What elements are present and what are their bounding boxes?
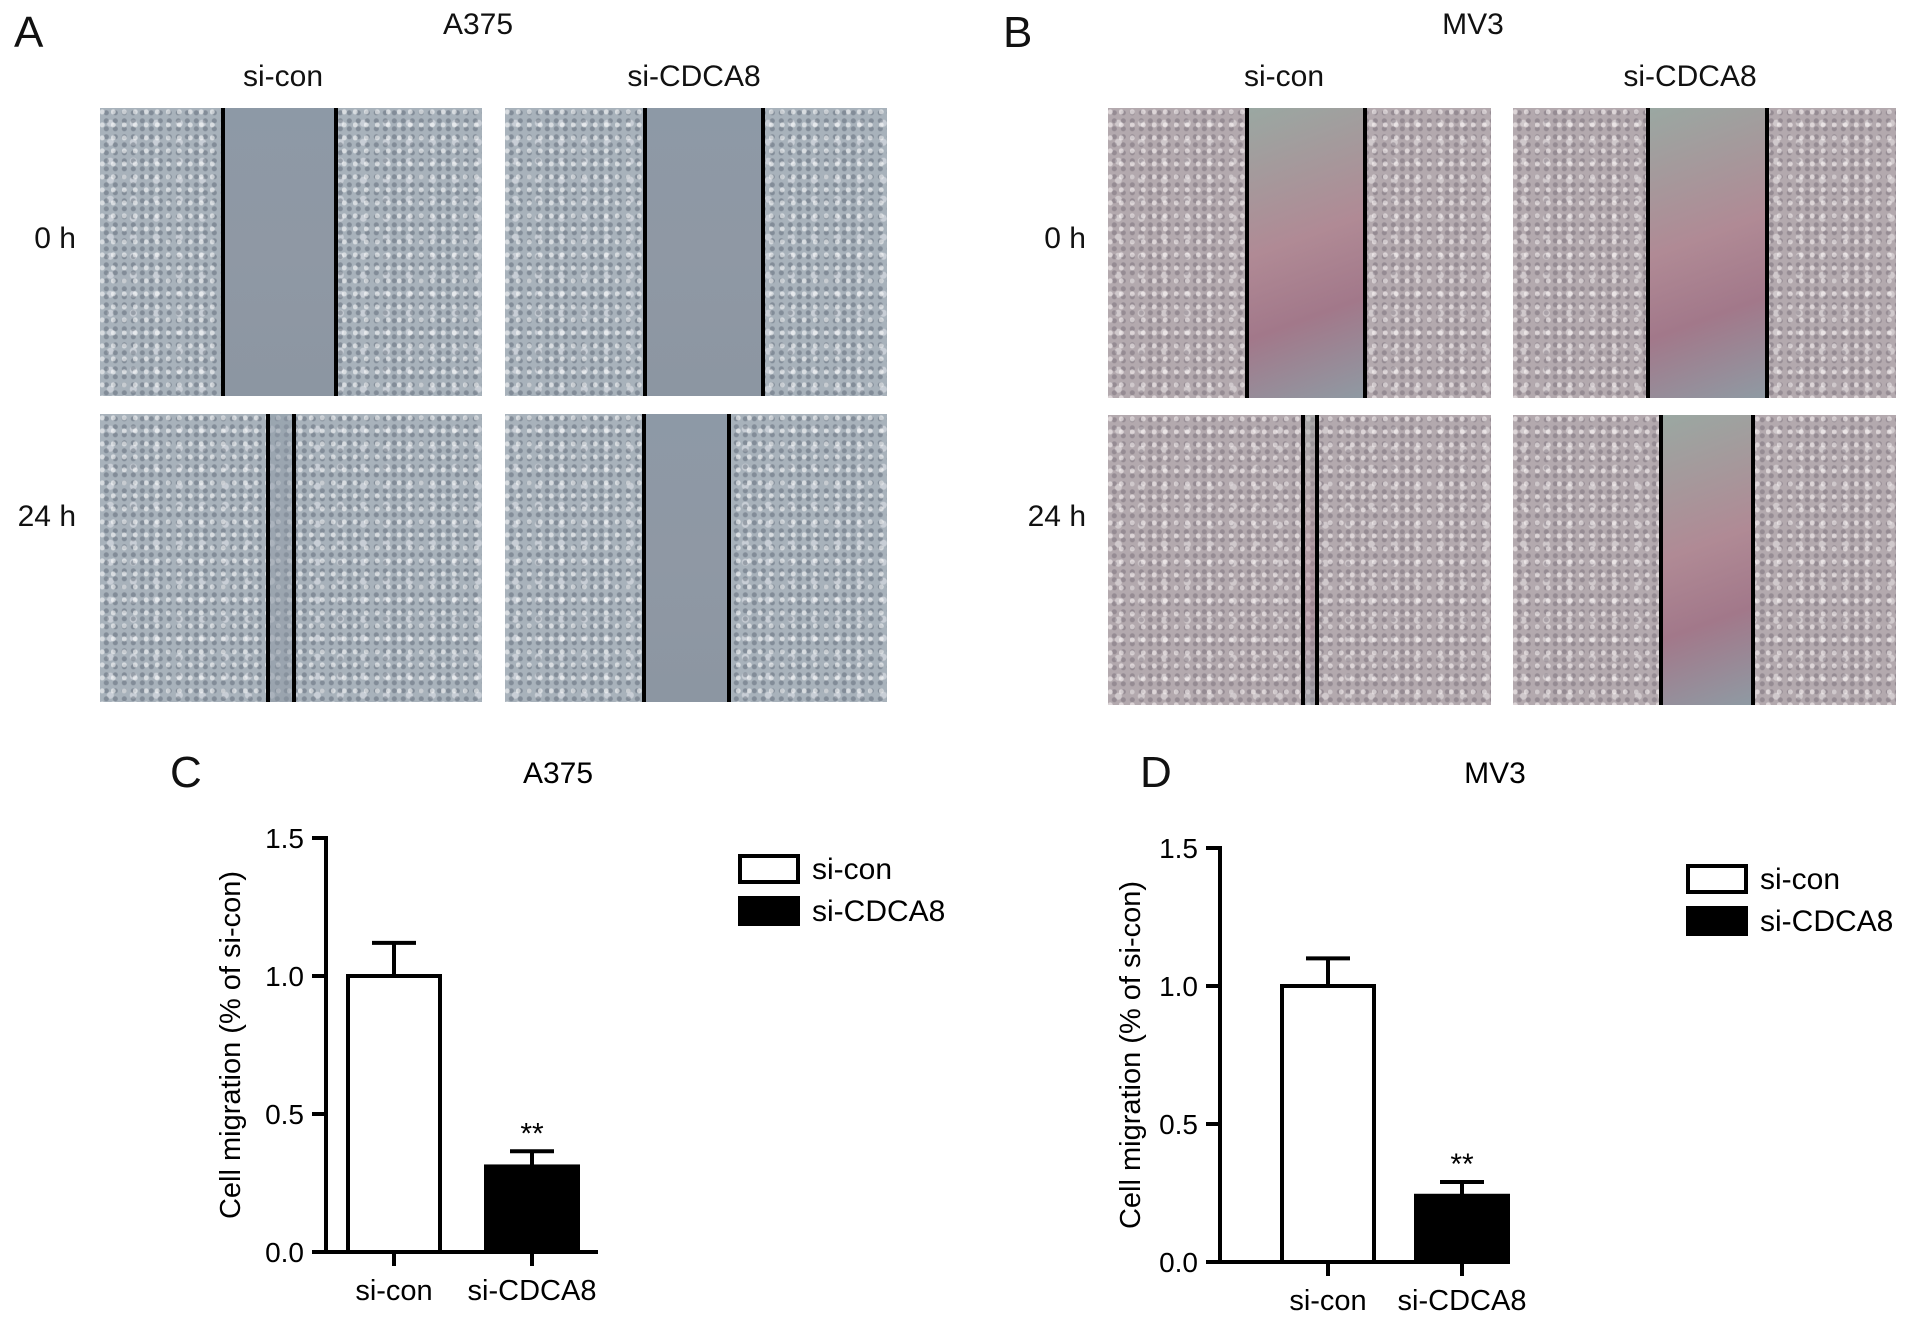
panel-a-label: A [14,8,44,57]
y-tick-label: 0.5 [265,1099,304,1130]
legend-swatch-si-CDCA8 [738,896,800,926]
panel-b-title: MV3 [1442,8,1504,41]
y-tick-label: 0.0 [265,1237,304,1268]
legend-swatch-si-con [1686,864,1748,894]
panel-b-col-sicdca8: si-CDCA8 [1623,60,1757,93]
bar-si-con [346,974,442,1254]
y-axis-label: Cell migration (% of si-con) [1115,881,1147,1229]
panel-d-label: D [1140,748,1172,797]
panel-a-col-sicon: si-con [242,60,324,93]
x-tick-label: si-CDCA8 [1398,1285,1527,1317]
micrograph-a375-sicon-0h [100,108,482,396]
panel-a-col-sicdca8: si-CDCA8 [627,60,761,93]
legend-label-si-con: si-con [1760,863,1840,896]
x-tick-label: si-con [1289,1285,1366,1317]
y-tick-label: 1.0 [1159,971,1198,1002]
panel-c-label: C [170,748,202,797]
legend-label-si-CDCA8: si-CDCA8 [812,895,945,928]
legend-swatch-si-CDCA8 [1686,906,1748,936]
legend-label-si-con: si-con [812,853,892,886]
panel-b-row-0h: 0 h [1044,222,1086,255]
chart-title: MV3 [1464,757,1526,790]
x-tick-label: si-CDCA8 [468,1275,597,1307]
bar-si-con [1280,984,1376,1264]
bar-si-CDCA8 [1414,1193,1510,1265]
chart-d-mv3: MV3 0.0 0.5 1.0 1.5 Cell migration (% of si-c… [1115,757,1893,1317]
y-tick-label: 0.5 [1159,1109,1198,1140]
y-tick-label: 0.0 [1159,1247,1198,1278]
chart-title: A375 [523,757,593,790]
panel-b-row-24h: 24 h [1027,500,1086,533]
y-tick-label: 1.5 [265,823,304,854]
micrograph-mv3-sicdca8-0h [1513,108,1896,398]
micrograph-a375-sicdca8-24h [505,414,887,702]
panel-b-col-sicon: si-con [1243,60,1325,93]
significance-marker: ** [1450,1148,1474,1181]
panel-a-row-0h: 0 h [34,222,76,255]
micrograph-mv3-sicdca8-24h [1513,415,1896,705]
chart-c-a375: A375 0.0 0.5 1.0 1.5 Cell migration (% of si-… [215,757,945,1307]
y-tick-label: 1.0 [265,961,304,992]
y-tick-label: 1.5 [1159,833,1198,864]
legend-swatch-si-con [738,854,800,884]
micrograph-mv3-sicon-24h [1108,415,1491,705]
panel-b-label: B [1003,8,1033,57]
micrograph-a375-sicon-24h [100,414,482,702]
bar-si-CDCA8 [484,1164,580,1254]
micrograph-a375-sicdca8-0h [505,108,887,396]
x-tick-label: si-con [355,1275,432,1307]
micrograph-mv3-sicon-0h [1108,108,1491,398]
legend-label-si-CDCA8: si-CDCA8 [1760,905,1893,938]
significance-marker: ** [520,1117,544,1150]
y-axis-label: Cell migration (% of si-con) [215,871,247,1219]
panel-a-title: A375 [442,8,514,41]
panel-a-row-24h: 24 h [17,500,76,533]
